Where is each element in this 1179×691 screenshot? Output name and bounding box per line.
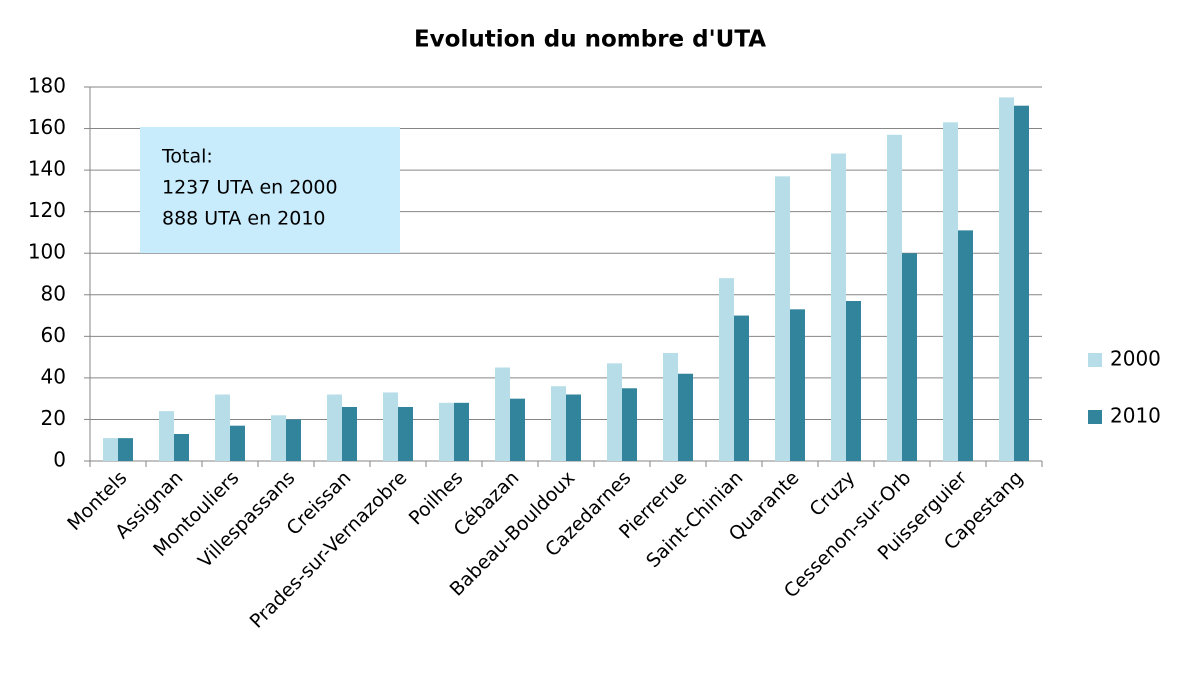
bar xyxy=(103,438,118,461)
bar xyxy=(159,411,174,461)
bar xyxy=(734,315,749,461)
bar xyxy=(663,352,678,461)
bar xyxy=(551,386,566,461)
y-tick-label: 100 xyxy=(28,240,66,264)
bar xyxy=(398,406,413,461)
y-tick-label: 20 xyxy=(41,406,66,430)
annotation-text: Total: xyxy=(161,146,213,168)
bar xyxy=(831,153,846,461)
bar xyxy=(999,97,1014,461)
bar xyxy=(943,122,958,462)
chart-title: Evolution du nombre d'UTA xyxy=(414,27,766,53)
bar xyxy=(383,392,398,461)
bar xyxy=(271,415,286,461)
bar xyxy=(495,367,510,461)
y-tick-label: 40 xyxy=(41,364,66,388)
x-tick-label: Saint-Chinian xyxy=(642,467,747,572)
bar xyxy=(215,394,230,461)
bar xyxy=(439,402,454,461)
y-tick-label: 80 xyxy=(41,281,66,305)
bar xyxy=(775,176,790,461)
y-tick-label: 120 xyxy=(28,198,66,222)
bar xyxy=(327,394,342,461)
y-tick-label: 160 xyxy=(28,115,66,139)
legend-label: 2010 xyxy=(1110,404,1161,428)
bar xyxy=(902,253,917,461)
bar xyxy=(622,388,637,461)
bar xyxy=(1014,105,1029,461)
x-tick-label: Cruzy xyxy=(805,467,859,521)
annotation-text: 1237 UTA en 2000 xyxy=(162,177,338,199)
bar xyxy=(286,419,301,461)
bar xyxy=(958,230,973,461)
bar xyxy=(118,438,133,461)
bar xyxy=(607,363,622,461)
legend-label: 2000 xyxy=(1110,347,1161,371)
bar xyxy=(342,406,357,461)
bar xyxy=(846,301,861,461)
legend-swatch xyxy=(1088,353,1102,367)
bar xyxy=(510,398,525,461)
bar xyxy=(790,309,805,461)
legend-swatch xyxy=(1088,410,1102,424)
y-tick-label: 180 xyxy=(28,74,66,98)
bar xyxy=(887,134,902,462)
bar xyxy=(454,402,469,461)
bar xyxy=(566,394,581,461)
bar xyxy=(719,278,734,461)
x-tick-label: Villespassans xyxy=(194,467,299,572)
annotation-text: 888 UTA en 2010 xyxy=(162,208,326,230)
bar xyxy=(174,433,189,461)
bar xyxy=(678,373,693,461)
y-tick-label: 60 xyxy=(41,323,66,347)
y-tick-label: 140 xyxy=(28,157,66,181)
annotation-box xyxy=(140,127,400,253)
bar xyxy=(230,425,245,461)
y-tick-label: 0 xyxy=(53,448,66,472)
